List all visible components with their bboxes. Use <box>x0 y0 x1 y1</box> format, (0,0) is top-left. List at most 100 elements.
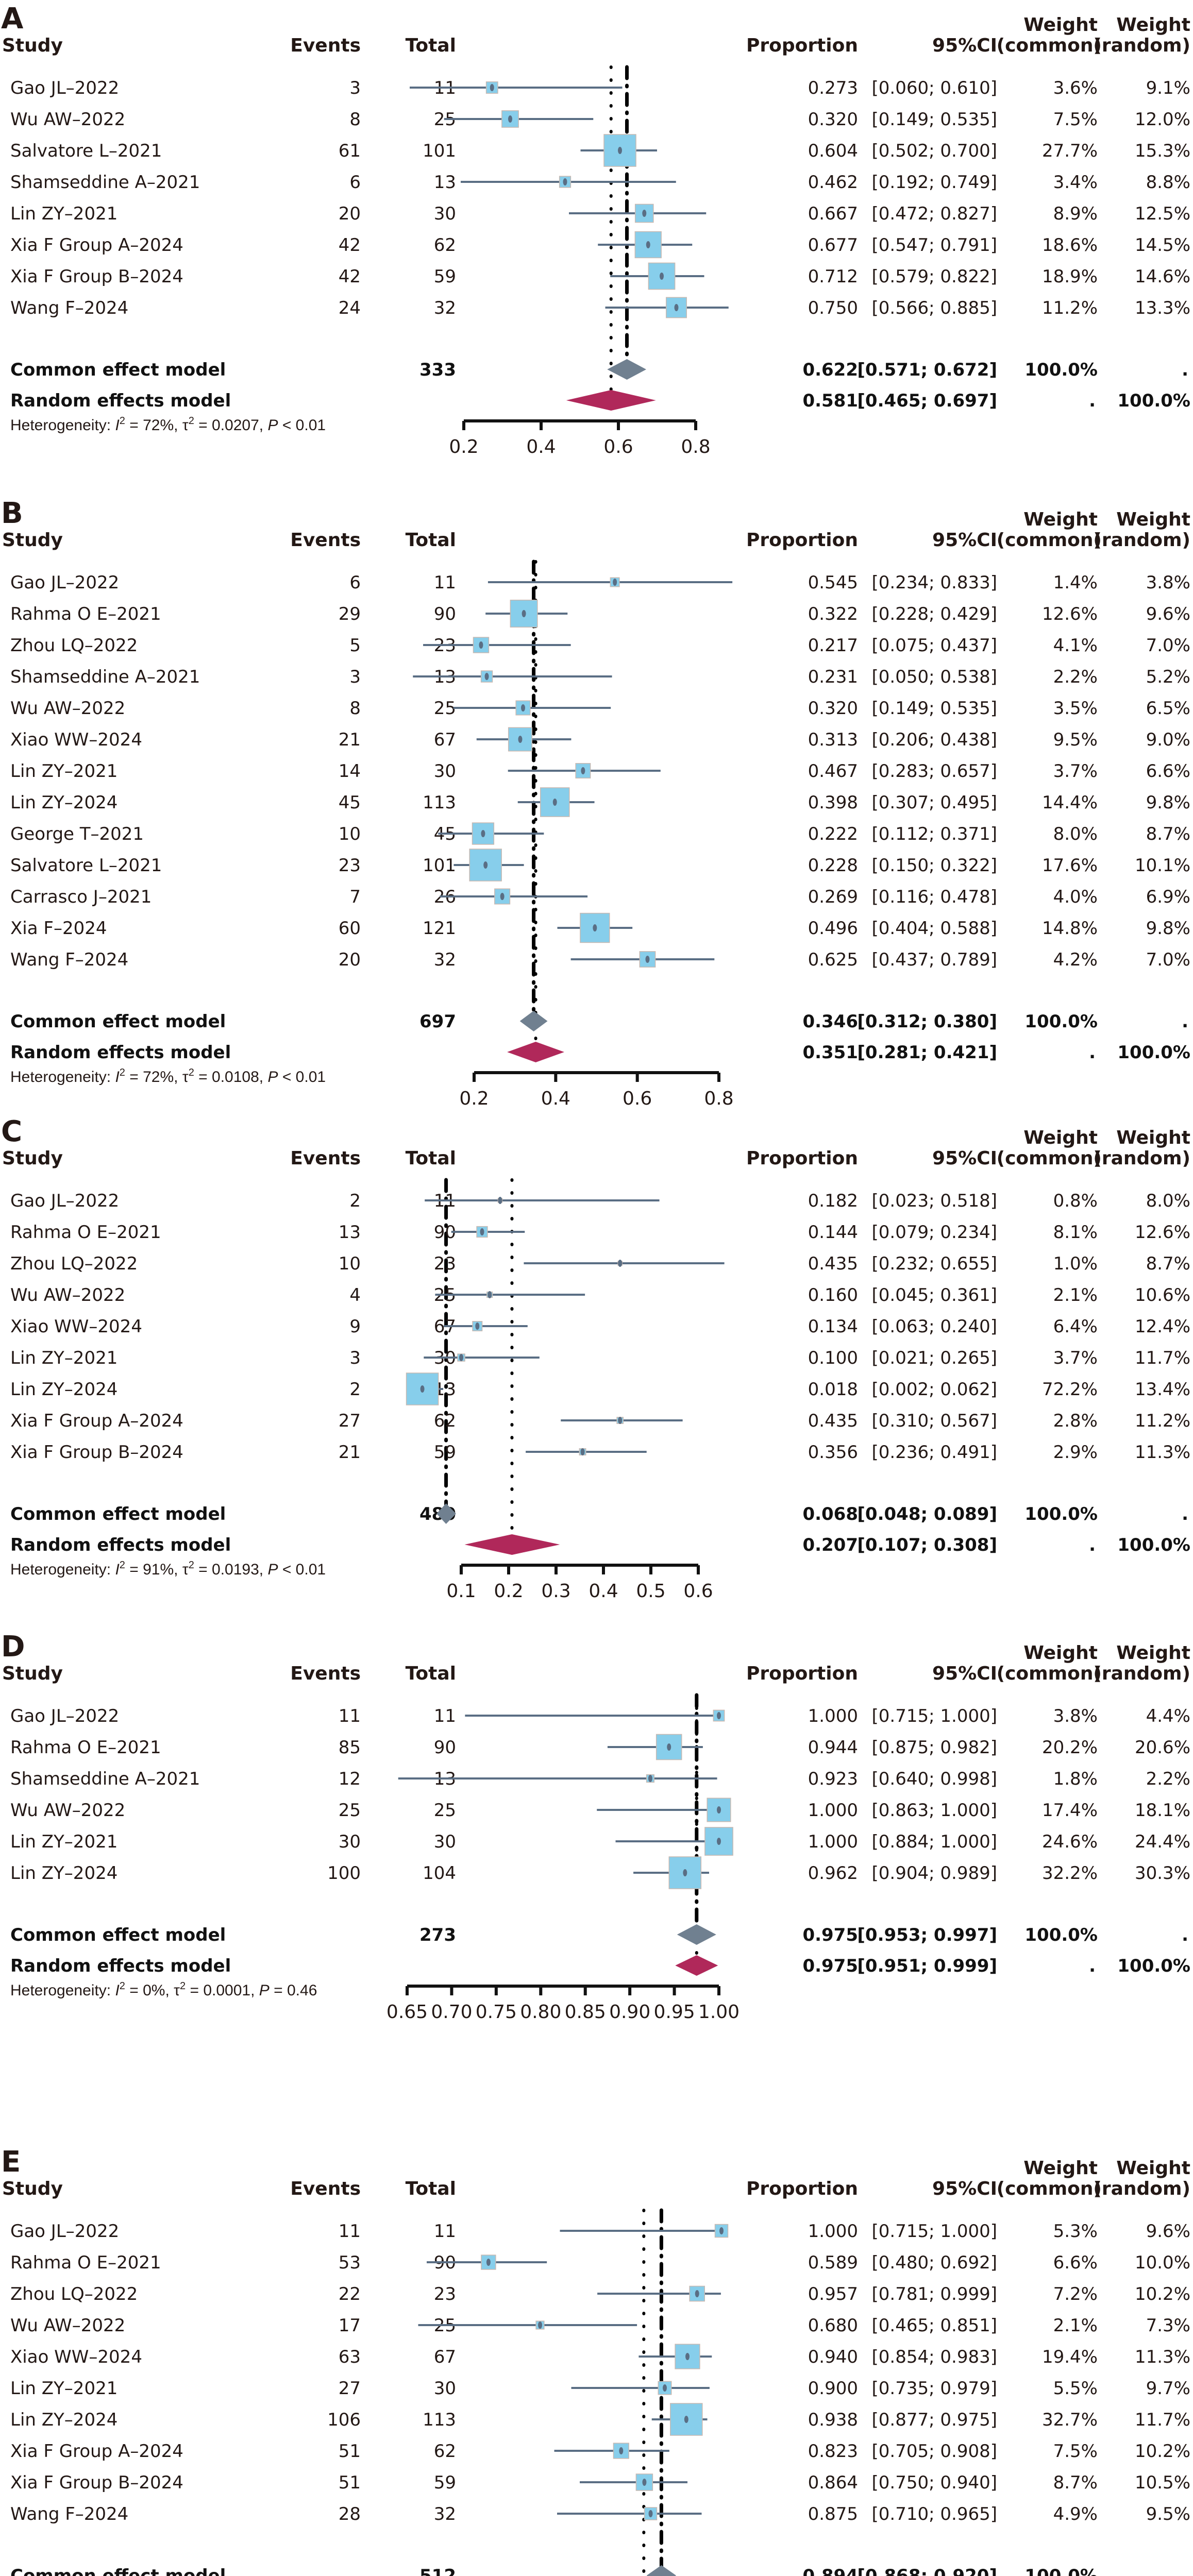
x-axis: 0.2 0.4 0.6 0.8 <box>449 419 711 457</box>
study-total: 30 <box>434 1832 456 1852</box>
study-name: Xia F Group B–2024 <box>10 266 183 287</box>
study-ci: [0.307; 0.495] <box>872 792 997 813</box>
study-row: Wu AW–2022 17 25 0.680 [0.465; 0.851] 2.1% 7.3… <box>10 2315 1190 2336</box>
study-weight-common: 7.5% <box>1053 2441 1098 2462</box>
study-weight-random: 8.7% <box>1146 1253 1190 1274</box>
random-effects-weight-common: . <box>1089 391 1096 411</box>
study-events: 14 <box>339 761 361 782</box>
point-estimate <box>580 1448 585 1455</box>
point-estimate <box>618 147 622 154</box>
column-header-ci: 95%CI <box>932 1148 997 1169</box>
study-total: 59 <box>434 266 456 287</box>
i2-symbol: I <box>115 417 119 434</box>
study-ci: [0.021; 0.265] <box>872 1348 997 1368</box>
study-row: Zhou LQ–2022 10 23 0.435 [0.232; 0.655] 1.0% 8… <box>10 1253 1190 1274</box>
study-weight-common: 7.5% <box>1053 109 1098 130</box>
study-proportion: 1.000 <box>808 1800 858 1821</box>
column-header-weight-common-sub: (common) <box>997 1663 1102 1684</box>
study-weight-common: 8.1% <box>1053 1222 1098 1243</box>
panel-label: E <box>1 2145 21 2179</box>
study-ci: [0.877; 0.975] <box>872 2410 997 2430</box>
study-row: Xiao WW–2024 9 67 0.134 [0.063; 0.240] 6.4% 12… <box>10 1316 1190 1337</box>
study-name: Gao JL–2022 <box>10 1191 119 1211</box>
point-estimate <box>619 2447 624 2454</box>
study-total: 11 <box>434 2221 456 2242</box>
point-estimate <box>660 273 664 280</box>
study-proportion: 0.182 <box>808 1191 858 1211</box>
study-total: 62 <box>434 2441 456 2462</box>
study-total: 32 <box>434 2504 456 2524</box>
tau2-equals: = <box>194 417 212 434</box>
point-estimate <box>717 1838 721 1845</box>
study-events: 13 <box>339 1222 361 1243</box>
common-effect-ci: [0.312; 0.380] <box>857 1011 997 1032</box>
common-effect-label: Common effect model <box>10 1011 226 1032</box>
common-effect-ci: [0.571; 0.672] <box>857 360 997 380</box>
study-name: Xia F Group A–2024 <box>10 2441 183 2462</box>
i2-superscript: 2 <box>120 1067 125 1078</box>
study-proportion: 0.231 <box>808 667 858 687</box>
study-total: 62 <box>434 1411 456 1431</box>
study-weight-random: 14.5% <box>1135 235 1190 256</box>
random-effects-diamond <box>566 390 656 411</box>
study-weight-random: 9.6% <box>1146 604 1190 624</box>
random-effects-ci: [0.107; 0.308] <box>857 1535 997 1555</box>
study-weight-common: 32.7% <box>1042 2410 1098 2430</box>
study-weight-random: 2.2% <box>1146 1769 1190 1789</box>
common-effect-proportion: 0.622 <box>802 360 858 380</box>
point-estimate <box>488 1291 492 1298</box>
study-weight-common: 0.8% <box>1053 1191 1098 1211</box>
common-effect-diamond <box>677 1924 716 1945</box>
study-weight-random: 7.3% <box>1146 2315 1190 2336</box>
x-axis-tick-label: 0.4 <box>526 436 556 457</box>
study-proportion: 1.000 <box>808 1832 858 1852</box>
study-weight-random: 11.3% <box>1135 1442 1190 1463</box>
study-row: Wu AW–2022 8 25 0.320 [0.149; 0.535] 3.5% 6.5% <box>10 698 1190 719</box>
common-effect-total: 697 <box>419 1011 456 1032</box>
point-estimate <box>459 1354 463 1361</box>
tau2-symbol: , τ <box>174 417 189 434</box>
common-effect-total: 333 <box>419 360 456 380</box>
column-header-weight-common: Weight <box>1023 1642 1098 1664</box>
study-proportion: 1.000 <box>808 2221 858 2242</box>
study-events: 11 <box>339 2221 361 2242</box>
study-events: 12 <box>339 1769 361 1789</box>
study-name: Salvatore L–2021 <box>10 141 162 161</box>
random-effects-row: Random effects model 0.351[0.281; 0.421].… <box>10 1042 1190 1063</box>
common-effect-weight-common: 100.0% <box>1024 2566 1098 2576</box>
study-events: 2 <box>349 1191 361 1211</box>
study-weight-random: 13.3% <box>1135 298 1190 318</box>
common-effect-ci: [0.048; 0.089] <box>857 1504 997 1524</box>
study-weight-common: 12.6% <box>1042 604 1098 624</box>
common-effect-weight-common: 100.0% <box>1024 1925 1098 1945</box>
study-proportion: 0.712 <box>808 266 858 287</box>
column-header-weight-common-sub: (common) <box>997 530 1102 551</box>
x-axis-tick-label: 0.75 <box>476 2002 517 2023</box>
point-estimate <box>683 1869 687 1876</box>
x-axis-tick-label: 0.85 <box>565 2002 606 2023</box>
i2-equals: = <box>125 1561 143 1578</box>
study-weight-random: 8.0% <box>1146 1191 1190 1211</box>
study-ci: [0.045; 0.361] <box>872 1285 997 1306</box>
study-events: 6 <box>349 572 361 593</box>
study-ci: [0.228; 0.429] <box>872 604 997 624</box>
study-name: Rahma O E–2021 <box>10 1737 161 1758</box>
study-weight-common: 18.9% <box>1042 266 1098 287</box>
study-ci: [0.149; 0.535] <box>872 109 997 130</box>
p-symbol: P <box>267 417 278 434</box>
common-effect-total: 512 <box>419 2566 456 2576</box>
heterogeneity-prefix: Heterogeneity: <box>10 417 115 434</box>
random-effects-weight-random: 100.0% <box>1117 1535 1190 1555</box>
study-ci: [0.547; 0.791] <box>872 235 997 256</box>
point-estimate <box>522 610 526 617</box>
study-name: Wu AW–2022 <box>10 2315 125 2336</box>
study-proportion: 0.680 <box>808 2315 858 2336</box>
study-name: Gao JL–2022 <box>10 2221 119 2242</box>
study-weight-common: 8.9% <box>1053 204 1098 224</box>
p-symbol: P <box>259 1982 270 1999</box>
heterogeneity-text: Heterogeneity: I2 = 0%, τ2 = 0.0001, P =… <box>10 1980 317 1999</box>
study-proportion: 0.320 <box>808 109 858 130</box>
study-row: Rahma O E–2021 53 90 0.589 [0.480; 0.692] 6.6… <box>10 2252 1190 2273</box>
study-total: 30 <box>434 2378 456 2399</box>
column-header-proportion: Proportion <box>746 2178 858 2199</box>
